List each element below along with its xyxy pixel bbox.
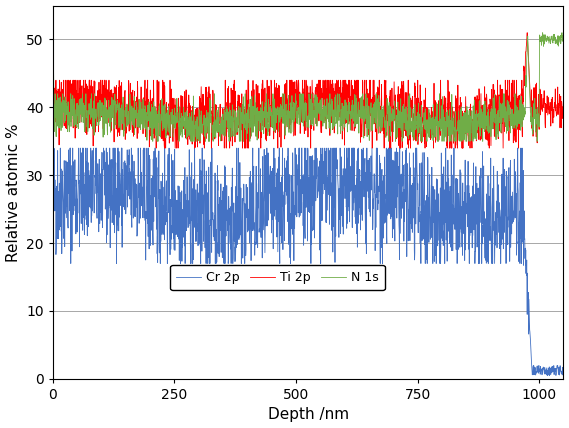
Ti 2p	[217, 102, 224, 107]
Y-axis label: Relative atomic %: Relative atomic %	[6, 123, 20, 262]
Ti 2p	[152, 146, 159, 151]
N 1s	[217, 132, 224, 137]
Line: Ti 2p: Ti 2p	[53, 33, 563, 148]
N 1s	[362, 101, 369, 106]
Cr 2p	[362, 226, 369, 231]
Cr 2p	[544, 373, 551, 378]
Ti 2p	[90, 92, 97, 97]
Ti 2p	[50, 89, 56, 94]
N 1s	[529, 124, 536, 129]
Ti 2p	[524, 30, 531, 35]
Cr 2p	[217, 195, 224, 200]
N 1s	[50, 3, 56, 8]
Legend: Cr 2p, Ti 2p, N 1s: Cr 2p, Ti 2p, N 1s	[170, 265, 385, 291]
Cr 2p	[466, 191, 473, 196]
Line: N 1s: N 1s	[53, 6, 563, 141]
N 1s	[90, 98, 97, 104]
N 1s	[149, 139, 156, 144]
Ti 2p	[560, 111, 567, 116]
Cr 2p	[560, 364, 567, 369]
Cr 2p	[529, 369, 536, 374]
Ti 2p	[529, 107, 536, 112]
Ti 2p	[466, 107, 473, 112]
Cr 2p	[57, 146, 64, 151]
Ti 2p	[455, 83, 461, 88]
N 1s	[455, 119, 461, 125]
N 1s	[560, 37, 567, 42]
N 1s	[466, 132, 473, 137]
Cr 2p	[50, 180, 56, 185]
X-axis label: Depth /nm: Depth /nm	[267, 407, 349, 422]
Cr 2p	[455, 217, 461, 222]
Ti 2p	[362, 121, 369, 126]
Cr 2p	[90, 206, 97, 211]
Line: Cr 2p: Cr 2p	[53, 148, 563, 375]
